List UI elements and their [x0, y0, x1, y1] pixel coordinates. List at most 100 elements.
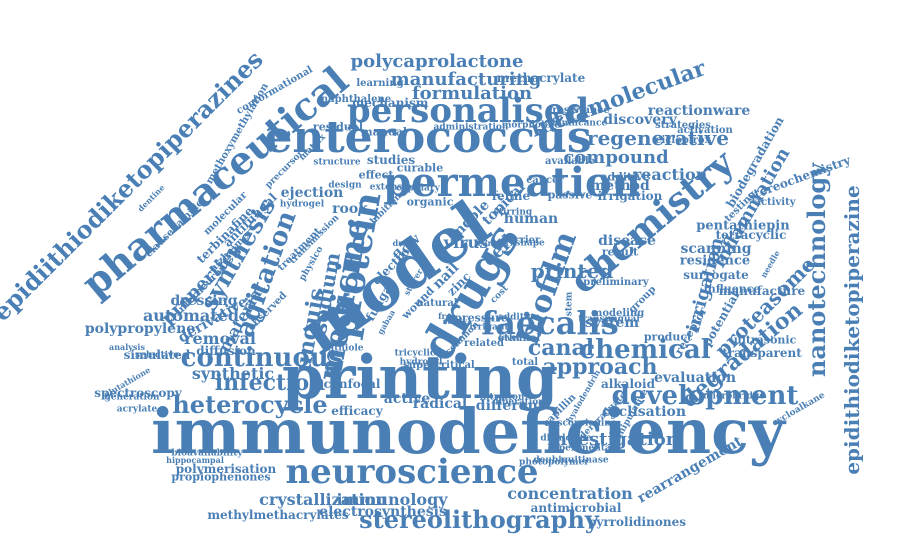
word-cloud-term: supercritical [403, 360, 475, 371]
word-cloud-term: mechanism [351, 96, 429, 110]
word-cloud-term: ethanol [497, 333, 541, 344]
word-cloud-term: significance [546, 118, 608, 129]
word-cloud-term: transungual [578, 314, 640, 325]
word-cloud-term: modeling [591, 308, 645, 319]
word-cloud-term: simulated [123, 348, 191, 362]
word-cloud-term: crystallization [259, 490, 387, 509]
word-cloud-term: system [584, 315, 640, 331]
word-cloud-term: polypropylene [84, 321, 196, 337]
word-cloud-term: morpholine [501, 120, 561, 131]
word-cloud-term: structure [313, 157, 361, 168]
word-cloud-term: discovery [603, 112, 677, 128]
word-cloud-term: experimental [547, 443, 615, 454]
word-cloud-term: hippocampal [166, 455, 224, 465]
word-cloud-term: regenerative [587, 126, 729, 150]
word-cloud-term: liberation [495, 397, 545, 408]
word-cloud-term: shape [515, 238, 545, 249]
word-cloud-term: irrigant [469, 322, 509, 333]
word-cloud-term: cancer [526, 175, 564, 186]
word-cloud-term: activation [677, 125, 733, 136]
word-cloud-term: result [601, 245, 639, 259]
word-cloud-term: stereolithography [359, 505, 599, 534]
word-cloud-term: ultrasonic [733, 333, 797, 347]
word-cloud-term: electrosynthesis [319, 504, 447, 520]
word-cloud-term: epidithiodiketopiperazine [840, 185, 864, 475]
word-cloud-term: scorpionine [557, 418, 617, 429]
word-cloud-term: approach [542, 354, 658, 380]
word-cloud-term: synthetic [191, 364, 275, 383]
word-cloud-term: confocal [323, 377, 381, 391]
word-cloud-term: infection [214, 370, 326, 396]
word-cloud-term: effect [358, 168, 394, 182]
word-cloud-term: printed [530, 259, 614, 283]
word-cloud-term: product [643, 330, 693, 344]
word-cloud-term: irrigation [597, 189, 663, 203]
word-cloud-term: antimicrobial [530, 501, 622, 515]
word-cloud-term: polymerisation [175, 462, 277, 476]
word-cloud-term: immunodeficiency [151, 395, 785, 468]
word-cloud-term: hydrogel [279, 199, 325, 210]
word-cloud-term: hydroxyl [399, 357, 443, 368]
word-cloud-term: pyrrolidinones [588, 515, 686, 529]
word-cloud-term: activity [754, 197, 796, 208]
word-cloud-term: carrier [501, 235, 541, 246]
word-cloud-term: preliminary [583, 277, 649, 288]
word-cloud-term: disease [598, 233, 656, 249]
word-cloud-term: study [442, 316, 468, 326]
word-cloud-term: filtration [479, 392, 525, 403]
word-cloud-term: alkaloid [601, 377, 655, 391]
word-cloud-term: bioavailability [171, 448, 243, 459]
word-cloud-term: rook [332, 201, 368, 217]
word-cloud-term: analysis [109, 342, 145, 352]
word-cloud-term: method [590, 178, 650, 194]
word-cloud-term: extension [369, 182, 419, 193]
word-cloud-term: selective [135, 350, 179, 361]
word-cloud-term: capillary [396, 183, 440, 194]
word-cloud-term: generation [104, 392, 160, 403]
word-cloud-term: curable [396, 161, 444, 175]
word-cloud-term: tetracyclic [715, 228, 787, 242]
word-cloud-term: neuroscience [285, 452, 539, 492]
word-cloud-term: passive [547, 188, 593, 202]
word-cloud-term: level [498, 332, 520, 342]
word-cloud-term: propiophenones [171, 470, 271, 484]
word-cloud-term: administration [433, 122, 509, 133]
word-cloud-term: tricyclic [394, 348, 436, 359]
word-cloud-term: diffusion [196, 344, 256, 358]
word-cloud-term: stirring [493, 207, 533, 218]
word-cloud-term: feline [491, 189, 531, 203]
word-cloud-term: radical [412, 396, 468, 412]
word-cloud-term: permeation [383, 159, 641, 206]
word-cloud-term: canal [527, 335, 595, 361]
word-cloud-term: ciclopirox [655, 135, 711, 146]
word-cloud-term: strategies [655, 120, 711, 131]
word-cloud-term: available [545, 156, 595, 167]
word-cloud-term: pentathiepin [696, 218, 790, 234]
word-cloud-term: printing [281, 343, 559, 413]
word-cloud-term: reaction [632, 165, 708, 184]
word-cloud-term: carbon [477, 238, 509, 248]
word-cloud-term: cyclisation [601, 404, 687, 420]
word-cloud-term: natural [416, 298, 458, 309]
word-cloud-term: different [475, 398, 545, 414]
word-cloud-term: additive [600, 170, 650, 184]
word-cloud-term: transparent [722, 346, 802, 360]
word-cloud-term: learning [356, 78, 404, 89]
word-cloud-term: automated [142, 306, 240, 325]
word-cloud-term: manufacture [718, 284, 806, 298]
word-cloud-term: active [383, 391, 431, 407]
word-cloud-term: stem [564, 291, 575, 317]
word-cloud-term: manufacturing [390, 69, 542, 90]
word-cloud-term: naphthalene [320, 94, 392, 105]
word-cloud-term: methacrylate [496, 71, 586, 85]
word-cloud-term: spectroscopy [94, 386, 182, 400]
word-cloud-term: design [328, 180, 362, 191]
word-cloud-term: total [511, 357, 539, 368]
word-cloud-term: acrylate [116, 404, 158, 415]
word-cloud-term: pressure [454, 311, 508, 325]
word-cloud-term: surrogate [683, 268, 749, 282]
word-cloud-term: investigation [547, 429, 679, 450]
word-cloud-term: personalised [346, 91, 590, 131]
word-cloud-term: residence [679, 253, 751, 269]
